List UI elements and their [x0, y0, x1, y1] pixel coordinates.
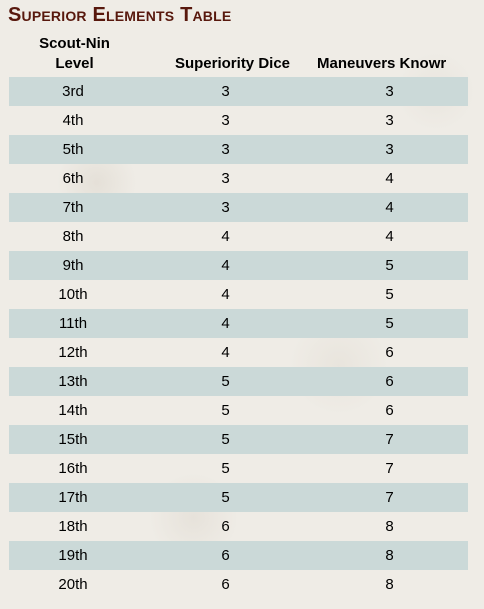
table-row: 8th 4 4	[9, 222, 468, 251]
maneuvers-known-cell: 3	[385, 112, 394, 129]
level-cell: 8th	[62, 228, 84, 245]
level-cell: 18th	[58, 518, 88, 535]
table-title: Superior Elements Table	[8, 4, 232, 26]
level-cell: 6th	[62, 170, 84, 187]
superiority-dice-cell: 5	[221, 402, 230, 419]
maneuvers-known-cell: 5	[311, 251, 468, 280]
level-cell: 10th	[58, 286, 88, 303]
table-row: 4th 3 3	[9, 106, 468, 135]
table-row: 17th 5 7	[9, 483, 468, 512]
maneuvers-known-cell: 6	[385, 344, 394, 361]
header-level-line2: Level	[55, 55, 94, 72]
level-cell: 11th	[9, 309, 140, 338]
superiority-dice-cell: 5	[140, 483, 311, 512]
superiority-dice-cell: 4	[140, 309, 311, 338]
maneuvers-known-cell: 7	[311, 425, 468, 454]
table-header: Scout-Nin Level Superiority Dice Maneuver…	[9, 34, 468, 77]
superiority-dice-cell: 4	[221, 286, 230, 303]
superiority-dice-cell: 5	[140, 367, 311, 396]
table-row: 13th 5 6	[9, 367, 468, 396]
level-cell: 4th	[62, 112, 84, 129]
maneuvers-known-cell: 7	[311, 483, 468, 512]
table-row: 6th 3 4	[9, 164, 468, 193]
level-cell: 15th	[9, 425, 140, 454]
level-cell: 13th	[9, 367, 140, 396]
superiority-dice-cell: 6	[140, 541, 311, 570]
superiority-dice-cell: 6	[221, 576, 230, 593]
header-row: Scout-Nin Level Superiority Dice Maneuver…	[9, 34, 468, 77]
table-row: 18th 6 8	[9, 512, 468, 541]
maneuvers-known-cell: 8	[385, 518, 394, 535]
superiority-dice-cell: 4	[221, 344, 230, 361]
maneuvers-known-cell: 4	[311, 193, 468, 222]
table-row: 5th 3 3	[9, 135, 468, 164]
header-level: Scout-Nin Level	[9, 34, 140, 77]
level-cell: 12th	[58, 344, 88, 361]
level-cell: 5th	[9, 135, 140, 164]
level-cell: 7th	[9, 193, 140, 222]
header-level-line1: Scout-Nin	[39, 35, 110, 52]
table-row: 15th 5 7	[9, 425, 468, 454]
table-row: 9th 4 5	[9, 251, 468, 280]
superiority-dice-cell: 3	[140, 193, 311, 222]
superiority-dice-cell: 5	[140, 425, 311, 454]
level-cell: 20th	[58, 576, 88, 593]
maneuvers-known-cell: 4	[385, 170, 394, 187]
maneuvers-known-cell: 4	[385, 228, 394, 245]
header-maneuvers-known: Maneuvers Knowr	[317, 55, 447, 72]
header-superiority-dice: Superiority Dice	[174, 55, 291, 72]
table-row: 11th 4 5	[9, 309, 468, 338]
superior-elements-table: Scout-Nin Level Superiority Dice Maneuver…	[9, 34, 468, 599]
level-cell: 9th	[9, 251, 140, 280]
superiority-dice-cell: 3	[221, 170, 230, 187]
level-cell: 17th	[9, 483, 140, 512]
superiority-dice-cell: 3	[221, 112, 230, 129]
superiority-dice-cell: 4	[140, 251, 311, 280]
table-row: 12th 4 6	[9, 338, 468, 367]
table-body: 3rd 3 3 4th 3 3 5th 3 3 6th 3 4 7th 3 4 8th 4 4 9th 4 5 10th 4…	[9, 77, 468, 599]
maneuvers-known-cell: 6	[311, 367, 468, 396]
table-row: 14th 5 6	[9, 396, 468, 425]
superiority-dice-cell: 6	[221, 518, 230, 535]
level-cell: 19th	[9, 541, 140, 570]
table-row: 3rd 3 3	[9, 77, 468, 106]
maneuvers-known-cell: 3	[311, 135, 468, 164]
table-row: 16th 5 7	[9, 454, 468, 483]
level-cell: 16th	[58, 460, 88, 477]
maneuvers-known-cell: 3	[311, 77, 468, 106]
maneuvers-known-cell: 8	[311, 541, 468, 570]
table-row: 10th 4 5	[9, 280, 468, 309]
maneuvers-known-cell: 7	[385, 460, 394, 477]
level-cell: 14th	[58, 402, 88, 419]
table-row: 19th 6 8	[9, 541, 468, 570]
maneuvers-known-cell: 5	[385, 286, 394, 303]
maneuvers-known-cell: 5	[311, 309, 468, 338]
superiority-dice-cell: 3	[140, 77, 311, 106]
table-row: 7th 3 4	[9, 193, 468, 222]
maneuvers-known-cell: 8	[385, 576, 394, 593]
superiority-dice-cell: 5	[221, 460, 230, 477]
superiority-dice-cell: 4	[221, 228, 230, 245]
level-cell: 3rd	[9, 77, 140, 106]
maneuvers-known-cell: 6	[385, 402, 394, 419]
superiority-dice-cell: 3	[140, 135, 311, 164]
table-row: 20th 6 8	[9, 570, 468, 599]
